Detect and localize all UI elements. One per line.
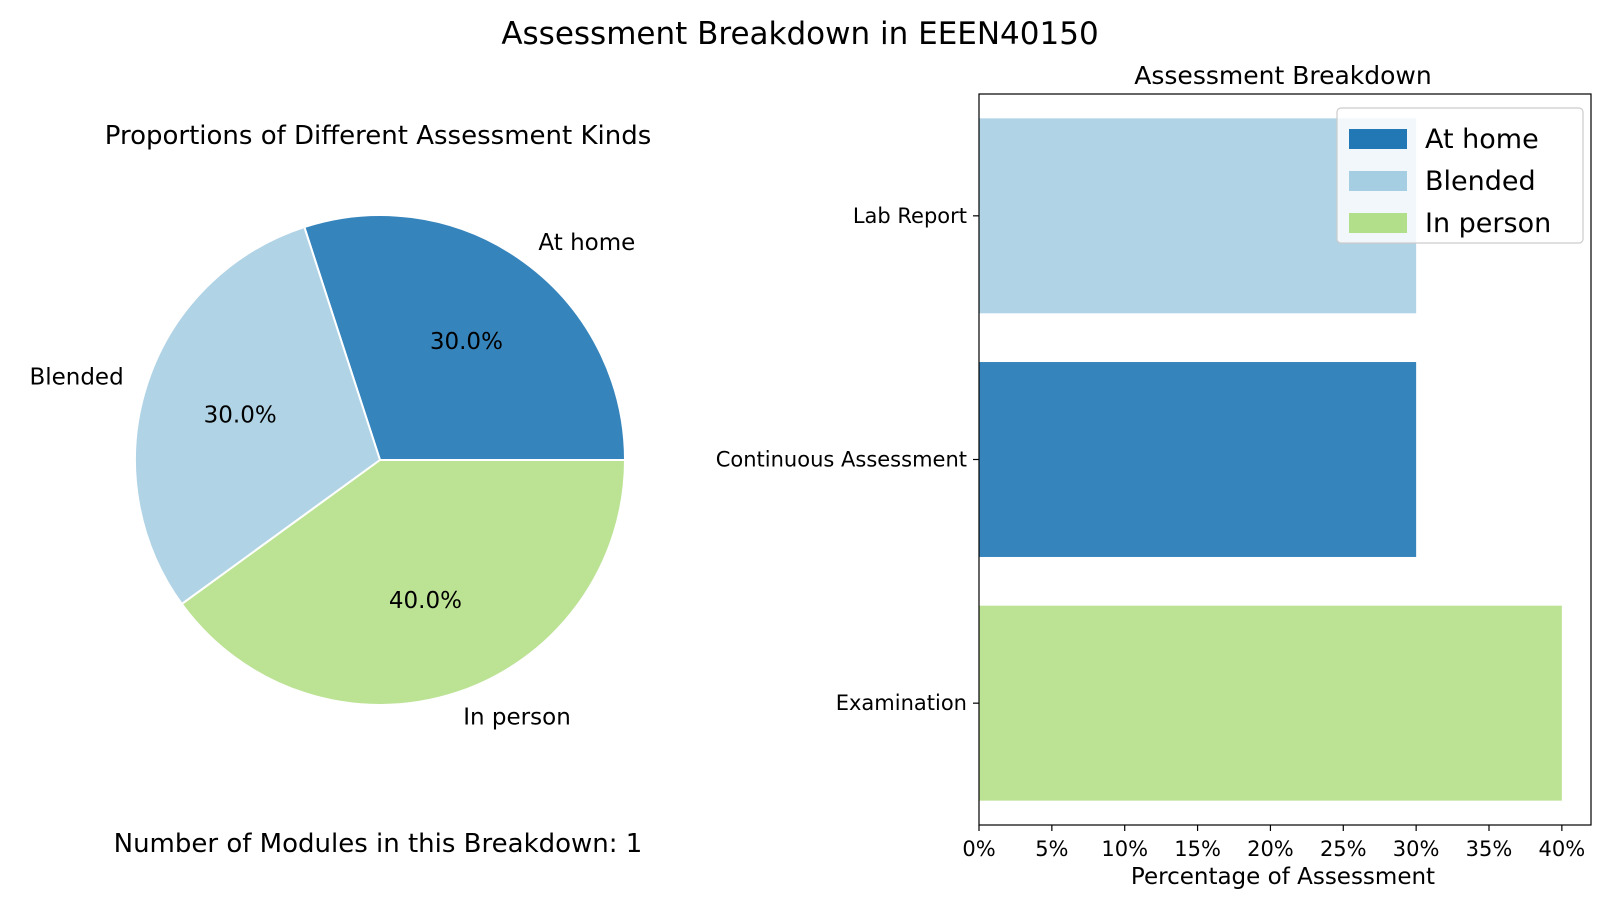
legend-swatch-in-person [1349,213,1407,233]
legend-label-blended: Blended [1425,166,1536,197]
modules-count-note: Number of Modules in this Breakdown: 1 [114,829,643,859]
pie-slice-blended [134,225,382,606]
x-tick-label: 20% [1247,837,1294,861]
pie-title: Proportions of Different Assessment Kind… [105,121,652,151]
y-tick-label-lab-report: Lab Report [853,204,967,228]
legend-swatch-blended [1349,171,1407,191]
legend-label-at-home: At home [1425,124,1539,155]
legend-label-in-person: In person [1425,208,1551,239]
pie-chart: Proportions of Different Assessment Kind… [29,121,651,730]
pie-value-label-blended: 30.0% [204,403,277,429]
x-tick-label: 40% [1539,837,1586,861]
x-tick-label: 15% [1174,837,1221,861]
x-axis-label: Percentage of Assessment [1131,864,1435,890]
x-tick-label: 0% [962,837,995,861]
legend: At home Blended In person [1336,107,1584,244]
figure-title: Assessment Breakdown in EEEN40150 [501,16,1098,52]
pie-label-in-person: In person [463,704,571,730]
pie-slice-in-person [180,459,627,706]
pie-label-at-home: At home [538,230,635,256]
bar-chart: Assessment Breakdown Lab Report Continuou… [716,61,1592,890]
x-tick-label: 10% [1101,837,1148,861]
y-tick-label-continuous-assessment: Continuous Assessment [716,448,967,472]
pie-slice-at-home [303,214,627,461]
y-tick-label-examination: Examination [836,691,967,715]
x-tick-label: 30% [1393,837,1440,861]
pie-label-blended: Blended [29,365,123,391]
pie-value-label-in-person: 40.0% [389,588,462,614]
x-tick-label: 5% [1035,837,1068,861]
bar-title: Assessment Breakdown [1134,61,1431,90]
bar-continuous-assessment [979,362,1417,557]
x-tick-label: 25% [1320,837,1367,861]
bar-examination [979,605,1562,801]
legend-swatch-at-home [1349,129,1407,149]
x-tick-label: 35% [1466,837,1513,861]
pie-value-label-at-home: 30.0% [430,329,503,355]
